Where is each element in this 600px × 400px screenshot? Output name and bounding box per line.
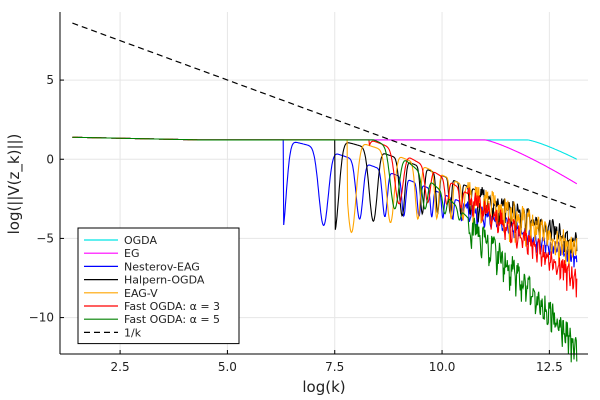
x-tick-label: 2.5 — [111, 360, 130, 374]
x-tick-label: 7.5 — [325, 360, 344, 374]
legend: OGDAEGNesterov-EAGHalpern-OGDAEAG-VFast … — [77, 227, 240, 345]
y-axis-label: log(||V(z_k)||) — [5, 134, 24, 235]
series-layer — [72, 22, 578, 363]
legend-label: OGDA — [124, 234, 157, 247]
y-tick-label: −5 — [36, 231, 54, 245]
x-tick-label: 10.0 — [429, 360, 456, 374]
legend-label: Fast OGDA: α = 3 — [124, 300, 220, 313]
x-tick-label: 5.0 — [218, 360, 237, 374]
legend-label: Fast OGDA: α = 5 — [124, 313, 220, 326]
legend-label: 1/k — [124, 326, 142, 339]
legend-label: EG — [124, 247, 139, 260]
legend-label: EAG-V — [124, 287, 158, 300]
axes: 2.5 5.0 7.5 10.0 12.5 5 0 −5 −10 — [29, 12, 588, 374]
x-tick-label: 12.5 — [536, 360, 563, 374]
x-axis-label: log(k) — [302, 378, 345, 396]
y-tick-label: 5 — [46, 73, 54, 87]
series-line — [72, 136, 578, 363]
y-tick-label: 0 — [46, 152, 54, 166]
legend-label: Nesterov-EAG — [124, 260, 200, 273]
legend-box — [77, 227, 240, 345]
y-tick-label: −10 — [29, 311, 54, 325]
legend-label: Halpern-OGDA — [124, 274, 205, 287]
